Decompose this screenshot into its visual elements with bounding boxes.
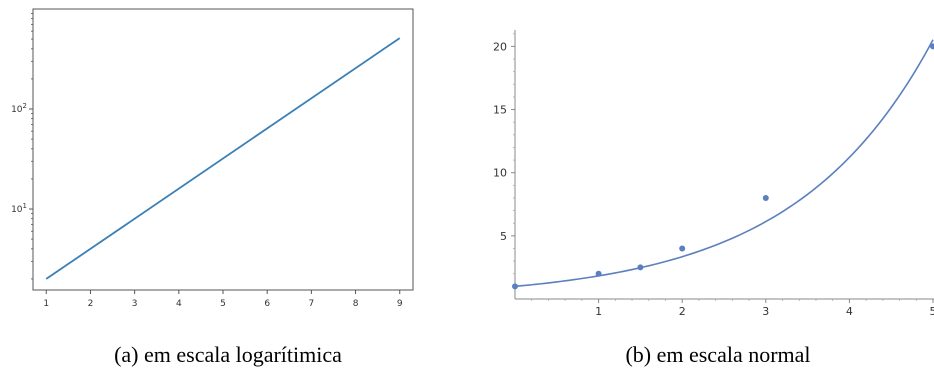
chart-b-data-point [637, 264, 644, 271]
chart-b-data-point [679, 245, 686, 252]
chart-b-x-tick-label: 4 [846, 305, 853, 318]
chart-b-data-point [512, 283, 518, 290]
caption-b: (b) em escala normal [625, 342, 810, 367]
chart-a-x-tick-label: 7 [309, 299, 315, 309]
chart-a-x-tick-label: 3 [132, 299, 138, 309]
chart-b: 1 2 3 4 5 5 10 15 20 [493, 30, 934, 318]
chart-b-y-tick-label: 20 [493, 40, 507, 53]
chart-b-fit-curve [514, 39, 934, 288]
chart-a-x-tick-label: 5 [220, 299, 226, 309]
chart-b-y-tick-label: 10 [493, 167, 507, 180]
chart-a-y-tick-base: 10 [11, 105, 23, 115]
chart-a-x-tick-label: 1 [43, 299, 49, 309]
chart-a-series-line [45, 37, 401, 280]
chart-b-x-tick-label: 1 [595, 305, 602, 318]
chart-a-y-tick-base: 10 [11, 205, 23, 215]
chart-b-y-tick-label: 15 [493, 104, 507, 117]
chart-a-x-tick-label: 6 [264, 299, 270, 309]
chart-a-y-tick-label: 101 [11, 202, 27, 215]
chart-b-data-point [595, 270, 602, 277]
chart-a-frame [32, 8, 414, 291]
chart-a-y-tick-exp: 2 [23, 102, 27, 110]
chart-a-x-tick-label: 9 [397, 299, 403, 309]
chart-a-x-tick-label: 2 [88, 299, 94, 309]
chart-a-y-tick-label: 102 [11, 102, 27, 115]
chart-a-x-tick-label: 4 [176, 299, 182, 309]
chart-a-y-tick-exp: 1 [23, 202, 27, 210]
chart-b-x-tick-label: 3 [762, 305, 769, 318]
caption-a: (a) em escala logarítimica [114, 342, 342, 367]
chart-a-x-tick-label: 8 [353, 299, 359, 309]
chart-b-data-point [930, 43, 934, 50]
chart-b-x-tick-label: 2 [679, 305, 686, 318]
chart-b-x-tick-label: 5 [930, 305, 934, 318]
chart-b-y-tick-label: 5 [500, 230, 507, 243]
chart-b-data-point [762, 194, 769, 201]
